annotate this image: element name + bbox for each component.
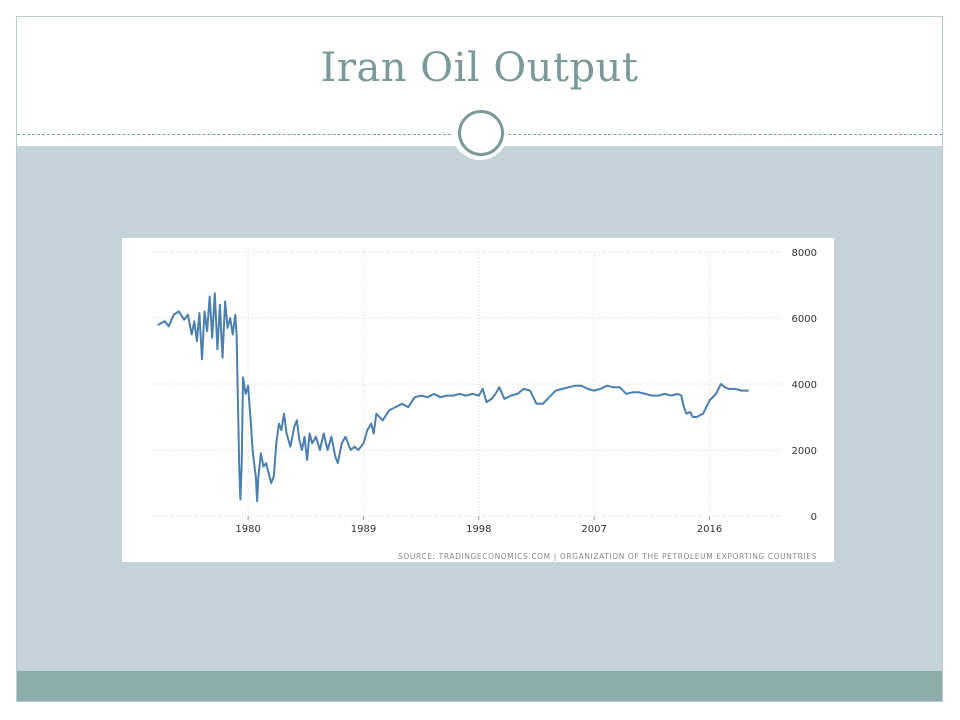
x-tick-label: 2007 xyxy=(581,524,606,535)
footer-band xyxy=(17,671,942,701)
x-tick-label: 2016 xyxy=(697,524,722,535)
y-tick-label: 4000 xyxy=(792,380,817,391)
tick-labels: 0 2000 4000 6000 8000 1980 1989 1998 2007 2016 xyxy=(235,248,817,535)
ornament-ring-icon xyxy=(458,110,504,156)
chart-panel: 0 2000 4000 6000 8000 1980 1989 1998 2007 2016 SO… xyxy=(122,238,834,562)
source-label: SOURCE: TRADINGECONOMICS.COM | ORGANIZAT… xyxy=(398,552,817,561)
grid-lines xyxy=(152,251,780,520)
oil-output-chart: 0 2000 4000 6000 8000 1980 1989 1998 2007 2016 SO… xyxy=(152,248,817,561)
slide-title: Iran Oil Output xyxy=(320,45,639,91)
x-tick-label: 1989 xyxy=(351,524,376,535)
y-tick-label: 0 xyxy=(811,512,817,523)
x-tick-label: 1980 xyxy=(235,524,260,535)
y-tick-label: 8000 xyxy=(792,248,817,259)
series-line-0 xyxy=(157,292,749,503)
x-tick-label: 1998 xyxy=(466,524,491,535)
y-tick-label: 6000 xyxy=(792,314,817,325)
y-tick-label: 2000 xyxy=(792,446,817,457)
series-layer xyxy=(157,292,749,503)
